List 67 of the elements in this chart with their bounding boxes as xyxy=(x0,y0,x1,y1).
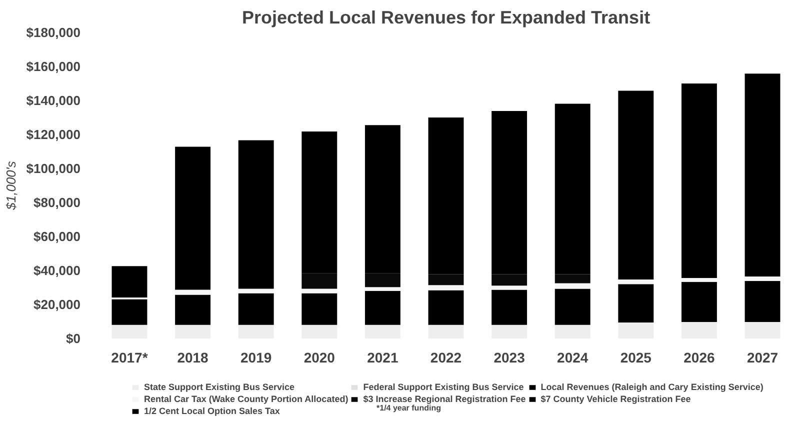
legend-label: Federal Support Existing Bus Service xyxy=(363,382,524,392)
bar xyxy=(744,281,780,322)
y-tick-label: $120,000 xyxy=(26,127,81,142)
x-tick-label: 2020 xyxy=(304,350,336,366)
bar xyxy=(681,278,717,282)
legend-label: Rental Car Tax (Wake County Portion Allocated) xyxy=(144,394,348,404)
y-tick-label: $140,000 xyxy=(26,93,81,108)
x-tick-label: 2021 xyxy=(367,350,398,366)
bar xyxy=(175,294,211,325)
x-tick-label: 2018 xyxy=(177,350,209,366)
legend-label: State Support Existing Bus Service xyxy=(144,382,295,392)
bar xyxy=(364,290,400,325)
bar xyxy=(238,324,274,338)
y-tick-label: $60,000 xyxy=(34,229,81,244)
y-tick-label: $180,000 xyxy=(26,25,81,40)
x-tick-label: 2017* xyxy=(111,350,148,366)
legend-label: Local Revenues (Raleigh and Cary Existing Service) xyxy=(540,382,764,392)
y-tick-label: $80,000 xyxy=(34,195,81,210)
bar xyxy=(428,285,464,290)
bar xyxy=(364,324,400,338)
bar xyxy=(428,324,464,338)
bar xyxy=(744,322,780,338)
bar xyxy=(175,290,211,295)
bar xyxy=(744,276,780,282)
bar xyxy=(238,140,274,289)
y-tick-label: $0 xyxy=(66,331,81,346)
bar xyxy=(554,283,590,289)
x-tick-label: 2022 xyxy=(430,350,462,366)
bar xyxy=(302,324,338,338)
bar xyxy=(681,282,717,322)
legend-label: $7 County Vehicle Registration Fee xyxy=(540,394,691,404)
text: *1/4 year funding xyxy=(376,404,442,412)
bar xyxy=(238,293,274,325)
x-tick-label: 2025 xyxy=(620,350,652,366)
x-tick-label: 2026 xyxy=(684,350,715,366)
x-tick-label: 2027 xyxy=(746,350,778,366)
bar xyxy=(364,287,400,291)
y-tick-label: $40,000 xyxy=(34,263,81,278)
bar xyxy=(302,293,338,325)
y-axis-title: $1,000's xyxy=(3,160,18,211)
bar xyxy=(492,290,528,325)
bar xyxy=(681,84,717,278)
bar xyxy=(492,286,528,290)
bar xyxy=(618,284,654,323)
bar xyxy=(681,322,717,338)
bar xyxy=(554,288,590,325)
bar xyxy=(618,90,654,280)
x-tick-label: 2024 xyxy=(557,350,588,366)
x-tick-label: 2019 xyxy=(240,350,272,366)
bar xyxy=(492,324,528,338)
bar xyxy=(112,324,148,338)
legend-label: $3 Increase Regional Registration Fee xyxy=(363,394,526,404)
x-tick-label: 2023 xyxy=(494,350,526,366)
bar xyxy=(618,322,654,338)
bar xyxy=(238,288,274,294)
y-tick-label: $160,000 xyxy=(26,59,81,74)
y-tick-label: $100,000 xyxy=(26,161,81,176)
bar xyxy=(428,290,464,325)
bar xyxy=(302,288,338,294)
chart-title: Projected Local Revenues for Expanded Transit xyxy=(242,8,650,28)
legend-label: 1/2 Cent Local Option Sales Tax xyxy=(144,406,280,416)
bar xyxy=(554,324,590,338)
bar xyxy=(618,280,654,284)
bar xyxy=(744,74,780,276)
y-tick-label: $20,000 xyxy=(34,297,81,312)
bar xyxy=(175,146,211,290)
bar xyxy=(175,324,211,338)
